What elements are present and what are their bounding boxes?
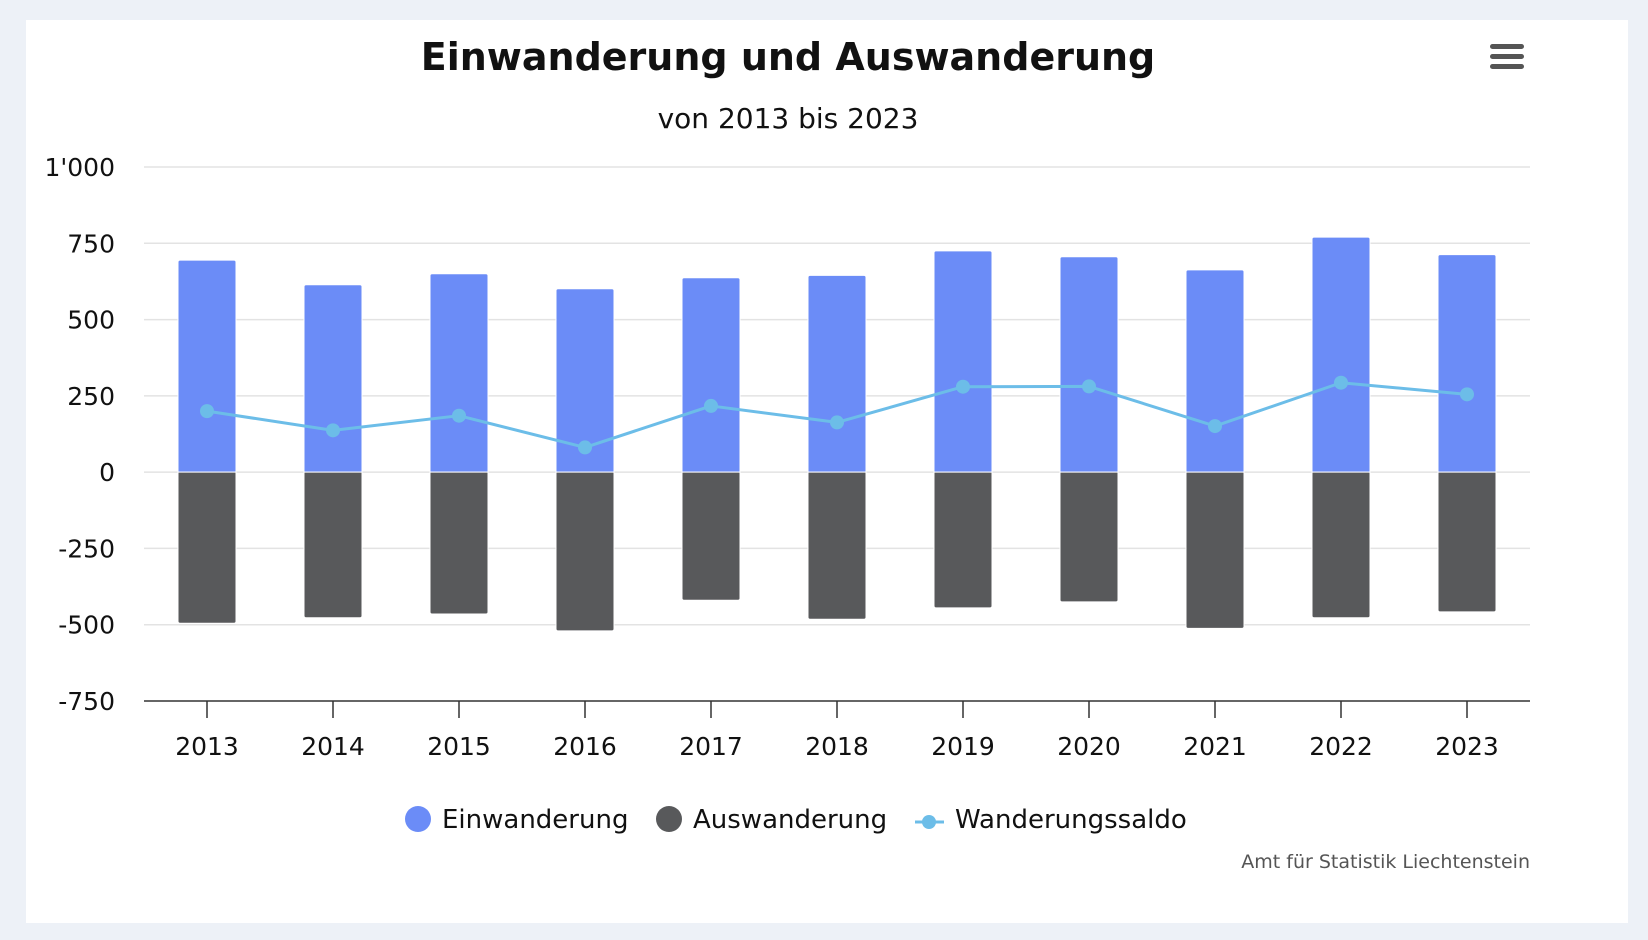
hamburger-menu-icon[interactable] xyxy=(1490,44,1524,70)
bar-einwanderung xyxy=(303,284,363,473)
bar-einwanderung xyxy=(429,273,489,473)
y-tick-label: 250 xyxy=(67,382,115,411)
x-tick-label: 2016 xyxy=(553,732,617,761)
x-tick-label: 2020 xyxy=(1057,732,1121,761)
legend-marker-auswanderung xyxy=(656,806,682,832)
legend-marker-einwanderung xyxy=(405,806,431,832)
bar-einwanderung xyxy=(177,259,237,473)
saldo-point xyxy=(704,398,718,413)
chart-subtitle: von 2013 bis 2023 xyxy=(658,102,919,135)
bar-auswanderung xyxy=(933,471,993,609)
legend-label-einwanderung: Einwanderung xyxy=(442,805,628,835)
bar-auswanderung xyxy=(303,471,363,619)
bar-einwanderung xyxy=(555,288,615,473)
bar-auswanderung xyxy=(1185,471,1245,629)
legend: Einwanderung Auswanderung Wanderungssald… xyxy=(405,805,1187,835)
bar-auswanderung xyxy=(555,471,615,632)
bar-auswanderung xyxy=(681,471,741,601)
x-tick-label: 2015 xyxy=(427,732,491,761)
bar-einwanderung xyxy=(681,277,741,473)
legend-item-wanderungssaldo[interactable]: Wanderungssaldo xyxy=(915,805,1187,835)
bar-auswanderung xyxy=(1059,471,1119,603)
saldo-point xyxy=(956,379,970,394)
y-tick-label: 500 xyxy=(67,306,115,335)
saldo-point xyxy=(1460,387,1474,402)
saldo-point xyxy=(200,404,214,419)
y-tick-label: 0 xyxy=(99,458,115,487)
x-tick-label: 2018 xyxy=(805,732,869,761)
y-axis-ticks: 1'000 750 500 250 0 -250 -500 -750 xyxy=(45,153,116,716)
x-tick-label: 2017 xyxy=(679,732,743,761)
x-tick-label: 2022 xyxy=(1309,732,1373,761)
bar-auswanderung xyxy=(807,471,867,620)
legend-item-einwanderung[interactable]: Einwanderung xyxy=(405,805,628,835)
chart-card: Einwanderung und Auswanderung von 2013 b… xyxy=(26,20,1628,923)
legend-marker-wanderungssaldo xyxy=(922,815,936,829)
saldo-point xyxy=(1082,379,1096,394)
saldo-point xyxy=(578,440,592,455)
bar-einwanderung xyxy=(807,274,867,473)
bar-auswanderung xyxy=(1311,471,1371,619)
chart-svg: Einwanderung und Auswanderung von 2013 b… xyxy=(45,35,1530,873)
saldo-point xyxy=(830,415,844,430)
x-tick-label: 2014 xyxy=(301,732,365,761)
bar-einwanderung xyxy=(1185,269,1245,473)
y-tick-label: -500 xyxy=(58,611,115,640)
x-tick-label: 2019 xyxy=(931,732,995,761)
bar-auswanderung xyxy=(429,471,489,615)
bar-auswanderung xyxy=(177,471,237,624)
y-tick-label: -250 xyxy=(58,534,115,563)
legend-item-auswanderung[interactable]: Auswanderung xyxy=(656,805,887,835)
x-axis: 2013 2014 2015 2016 2017 2018 2019 2020 2021 2022… xyxy=(144,700,1530,761)
saldo-line xyxy=(200,375,1474,455)
bars xyxy=(177,236,1497,632)
bar-einwanderung xyxy=(1059,256,1119,473)
saldo-point xyxy=(1208,419,1222,434)
x-tick-label: 2013 xyxy=(175,732,239,761)
legend-label-auswanderung: Auswanderung xyxy=(693,805,887,835)
saldo-point xyxy=(452,408,466,423)
chart-credit[interactable]: Amt für Statistik Liechtenstein xyxy=(1241,851,1530,873)
chart-title: Einwanderung und Auswanderung xyxy=(421,35,1156,79)
y-tick-label: -750 xyxy=(58,687,115,716)
x-tick-label: 2021 xyxy=(1183,732,1247,761)
y-tick-label: 1'000 xyxy=(45,153,116,182)
saldo-point xyxy=(1334,375,1348,390)
bar-einwanderung xyxy=(1311,236,1371,473)
y-tick-label: 750 xyxy=(67,229,115,258)
x-tick-label: 2023 xyxy=(1435,732,1499,761)
bar-einwanderung xyxy=(933,250,993,473)
legend-label-wanderungssaldo: Wanderungssaldo xyxy=(955,805,1187,835)
saldo-point xyxy=(326,423,340,438)
bar-einwanderung xyxy=(1437,254,1497,473)
bar-auswanderung xyxy=(1437,471,1497,613)
